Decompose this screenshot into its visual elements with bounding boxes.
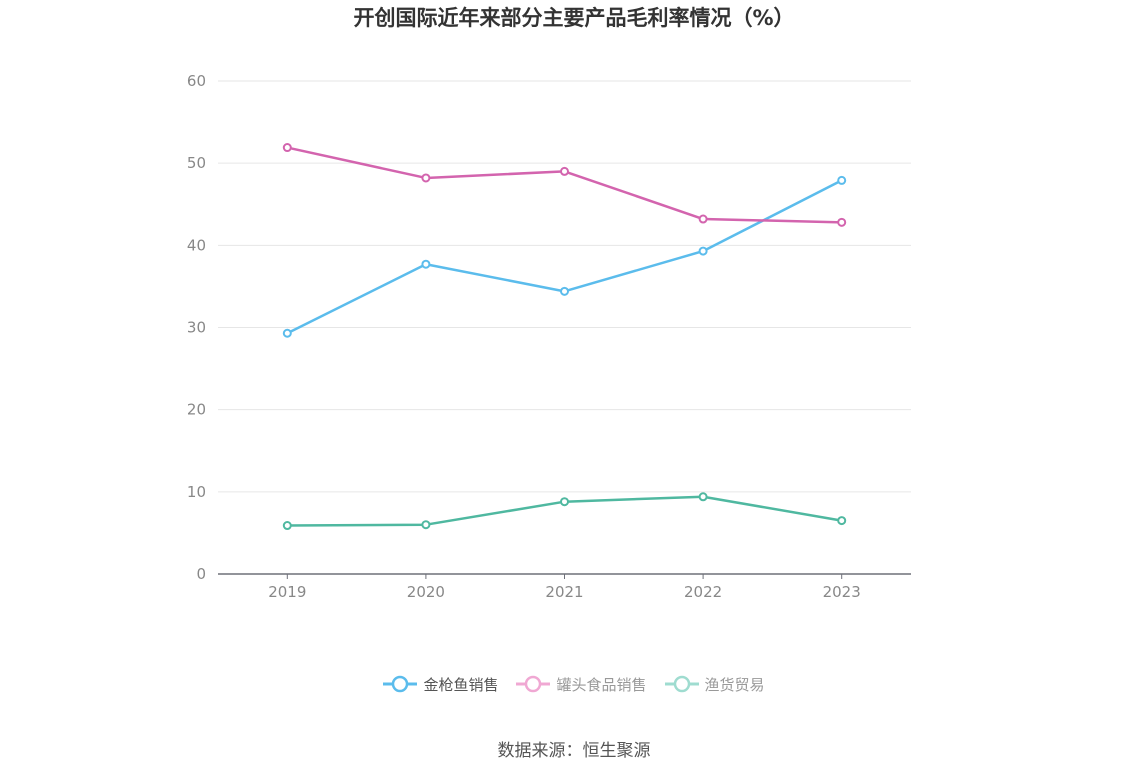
x-tick-label: 2023 [823,583,861,601]
y-tick-label: 0 [196,565,206,583]
legend-label: 金枪鱼销售 [423,675,499,694]
legend: 金枪鱼销售 罐头食品销售 渔货贸易 [0,673,1148,695]
data-point [421,173,431,183]
y-tick-label: 30 [187,319,206,337]
y-tick-label: 50 [187,154,206,172]
legend-item-tuna-sales[interactable]: 金枪鱼销售 [383,673,498,695]
x-tick-label: 2022 [684,583,722,601]
legend-item-fish-trade[interactable]: 渔货贸易 [664,673,765,695]
legend-label: 渔货贸易 [704,675,765,694]
x-tick-label: 2020 [407,583,445,601]
x-axis: 2019 2020 2021 2022 2023 [218,573,911,601]
series-line-1 [287,146,842,224]
legend-item-canned-food-sales[interactable]: 罐头食品销售 [516,673,647,695]
data-point [837,217,847,227]
data-point [698,214,708,224]
data-point [837,516,847,526]
legend-marker-icon [516,675,551,693]
y-axis: 0 10 20 30 40 50 60 [187,72,206,583]
legend-marker-icon [664,675,699,693]
x-tick-label: 2021 [545,583,583,601]
grid-lines [218,80,911,493]
legend-marker-icon [383,675,418,693]
series-group [282,143,847,531]
x-tick-label: 2019 [268,583,306,601]
legend-label: 罐头食品销售 [556,675,647,694]
data-point [698,492,708,502]
data-point [560,497,569,507]
data-point [282,521,292,531]
y-tick-label: 60 [187,72,206,90]
series-line-0 [286,179,843,335]
y-tick-label: 10 [187,483,206,501]
data-point [282,328,292,338]
y-tick-label: 20 [187,401,206,419]
data-point [421,259,431,269]
chart-title: 开创国际近年来部分主要产品毛利率情况（%） [353,6,795,30]
data-point [698,246,708,256]
data-point [282,143,292,153]
data-source: 数据来源：恒生聚源 [497,741,651,761]
data-point [837,175,847,185]
data-point [560,166,569,176]
y-tick-label: 40 [187,236,206,254]
data-point [421,520,431,530]
data-point [560,286,569,296]
